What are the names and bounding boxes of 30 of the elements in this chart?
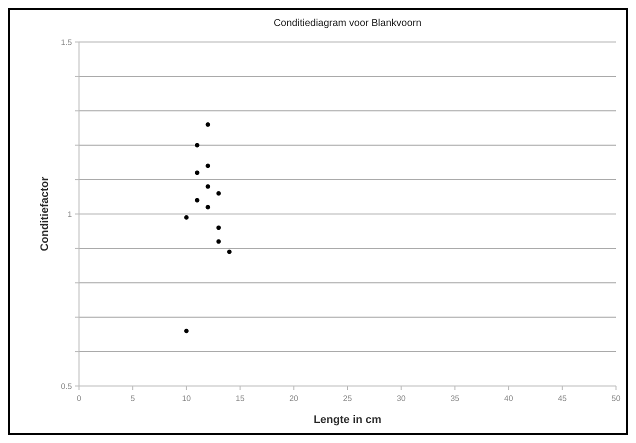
x-tick-label: 10 xyxy=(182,394,192,403)
point xyxy=(206,204,210,210)
x-tick-label: 0 xyxy=(76,394,82,403)
x-tick-label: 20 xyxy=(289,394,299,403)
point xyxy=(227,250,232,254)
point xyxy=(216,191,221,196)
point xyxy=(194,170,200,175)
x-tick-label: 40 xyxy=(504,394,514,403)
point xyxy=(216,226,221,230)
y-tick-label: 0.5 xyxy=(60,382,73,391)
x-tick-label: 45 xyxy=(558,394,568,403)
point xyxy=(194,198,200,202)
x-tick-label: 15 xyxy=(236,394,246,403)
x-tick-label: 50 xyxy=(612,394,621,403)
x-tick-label: 35 xyxy=(450,394,460,403)
point xyxy=(194,142,200,148)
chart-title: Conditiediagram voor Blankvoorn xyxy=(274,18,422,29)
point xyxy=(206,122,210,127)
x-axis-title: Lengte in cm xyxy=(314,414,382,426)
y-tick-label: 1 xyxy=(68,210,73,219)
point xyxy=(216,239,221,244)
x-tick-label: 30 xyxy=(396,394,406,403)
point xyxy=(184,215,189,220)
point xyxy=(206,184,210,189)
point xyxy=(184,328,189,334)
x-tick-label: 5 xyxy=(130,394,136,403)
point xyxy=(206,164,210,168)
y-axis-title: Conditiefactor xyxy=(39,176,51,252)
x-tick-label: 25 xyxy=(343,394,352,403)
y-tick-label: 1.5 xyxy=(60,38,73,47)
